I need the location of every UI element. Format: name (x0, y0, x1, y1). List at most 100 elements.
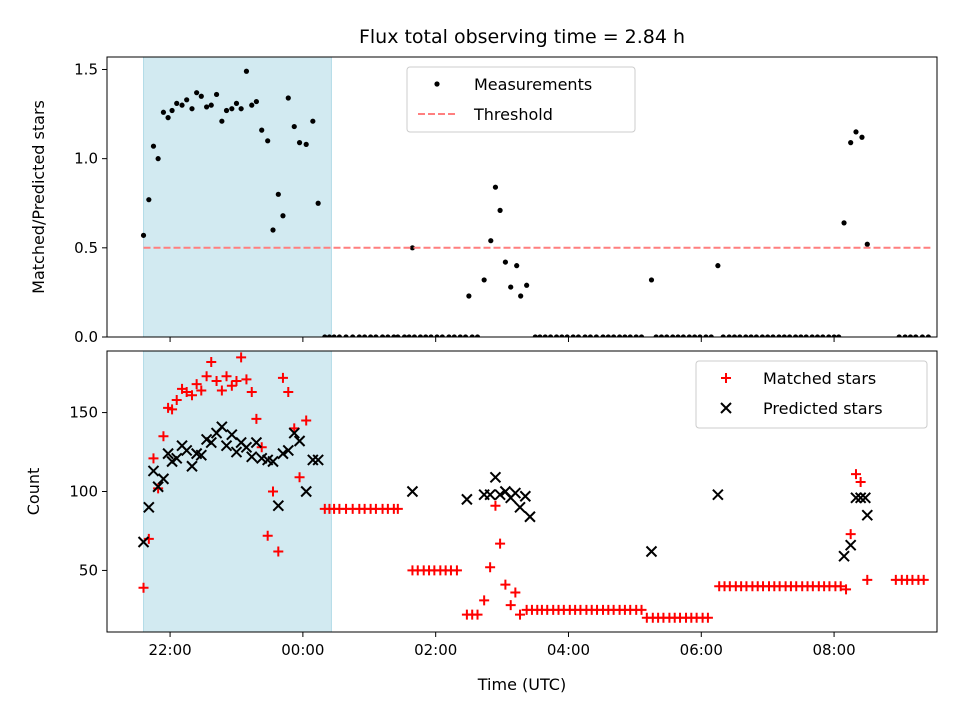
measurements-point (373, 334, 379, 337)
matched-stars-point (515, 609, 526, 620)
matched-stars-point (251, 413, 262, 424)
measurements-point (653, 334, 659, 337)
matched-stars-point (216, 385, 227, 396)
matched-stars-point (158, 431, 169, 442)
matched-stars-point (226, 380, 237, 391)
measurements-point (587, 334, 593, 337)
legend-label-threshold: Threshold (473, 105, 553, 124)
matched-stars-point (241, 374, 252, 385)
measurements-point (765, 334, 771, 337)
predicted-stars-point (143, 501, 155, 513)
legend-marker-matched-stars (721, 373, 731, 383)
predicted-stars-point (137, 536, 150, 548)
predicted-stars-point (147, 465, 160, 477)
measurements-point (243, 68, 250, 74)
measurements-point (675, 334, 681, 337)
measurements-point (814, 334, 821, 337)
measurements-point (820, 334, 826, 337)
measurements-point (848, 140, 854, 146)
measurements-point (368, 334, 374, 337)
y-tick-label: 0.0 (74, 328, 98, 346)
measurements-point (841, 220, 847, 226)
measurements-point (697, 334, 703, 337)
measurements-point (265, 138, 271, 144)
measurements-point (831, 334, 837, 337)
y-tick-label: 100 (69, 483, 98, 501)
measurements-point (223, 107, 230, 114)
measurements-point (350, 334, 356, 337)
x-axis-label: Time (UTC) (477, 675, 566, 694)
predicted-stars-point (509, 487, 522, 499)
measurements-point (622, 334, 628, 337)
measurements-point (518, 293, 524, 299)
predicted-stars-point (645, 545, 658, 558)
measurements-point (853, 129, 859, 135)
predicted-stars-point (288, 427, 300, 439)
matched-stars-point (500, 579, 511, 590)
matched-stars-point (636, 604, 647, 615)
measurements-point (208, 102, 214, 108)
chart-title: Flux total observing time = 2.84 h (359, 26, 685, 48)
legend: Measurements Threshold (406, 66, 636, 133)
predicted-stars-point (406, 485, 419, 498)
predicted-stars-point (861, 509, 873, 521)
matched-stars-point (191, 379, 202, 390)
measurements-point (648, 277, 655, 283)
matched-stars-point (221, 371, 232, 382)
predicted-stars-point (461, 493, 473, 506)
measurements-point (919, 334, 925, 337)
measurements-point (356, 334, 362, 337)
measurements-point (280, 213, 286, 219)
measurements-point (406, 334, 412, 337)
y-axis-label: Count (24, 468, 43, 516)
measurements-point (253, 98, 259, 105)
measurements-point (446, 334, 452, 337)
measurements-point (703, 334, 709, 337)
x-tick-label: 04:00 (547, 641, 590, 659)
predicted-stars-point (267, 455, 279, 468)
measurements-point (492, 184, 499, 190)
matched-stars-point (273, 546, 284, 557)
predicted-stars-point (171, 452, 183, 465)
measurements-point (809, 334, 815, 337)
legend-label-matched-stars: Matched stars (763, 369, 876, 388)
y-tick-label: 1.5 (74, 60, 98, 78)
predicted-stars-point (838, 550, 850, 562)
measurements-point (611, 334, 617, 337)
measurements-point (198, 93, 204, 99)
measurements-point (770, 334, 776, 337)
measurements-point (715, 263, 721, 269)
measurements-point (219, 118, 225, 124)
matched-stars-point (850, 469, 861, 480)
measurements-point (466, 293, 472, 299)
measurements-point (331, 334, 337, 337)
matched-stars-point (485, 562, 496, 573)
measurements-point (902, 334, 908, 337)
measurements-point (627, 334, 633, 337)
predicted-stars-point (240, 441, 253, 454)
observing-window-span (143, 56, 332, 338)
measurements-point (508, 284, 514, 290)
matched-stars-point (845, 529, 856, 540)
matched-stars-point (236, 352, 247, 363)
legend-marker-predicted-stars (720, 402, 732, 414)
measurements-point (497, 207, 503, 213)
matched-stars-point (472, 609, 483, 620)
predicted-stars-point (494, 488, 506, 501)
matched-stars-point (231, 375, 242, 386)
measurements-point (547, 334, 554, 337)
predicted-stars-point (293, 435, 306, 447)
measurements-point (743, 334, 749, 337)
matched-stars-point (495, 538, 506, 549)
measurements-point (864, 241, 870, 247)
measurements-point (270, 227, 276, 233)
measurements-point (150, 143, 157, 149)
measurements-point (451, 334, 457, 337)
matched-stars-point (862, 574, 873, 585)
predicted-stars-point (854, 492, 867, 504)
measurements-point (708, 334, 714, 337)
measurements-point (395, 334, 401, 337)
measurements-point (423, 334, 429, 337)
matched-stars-point (181, 387, 192, 398)
